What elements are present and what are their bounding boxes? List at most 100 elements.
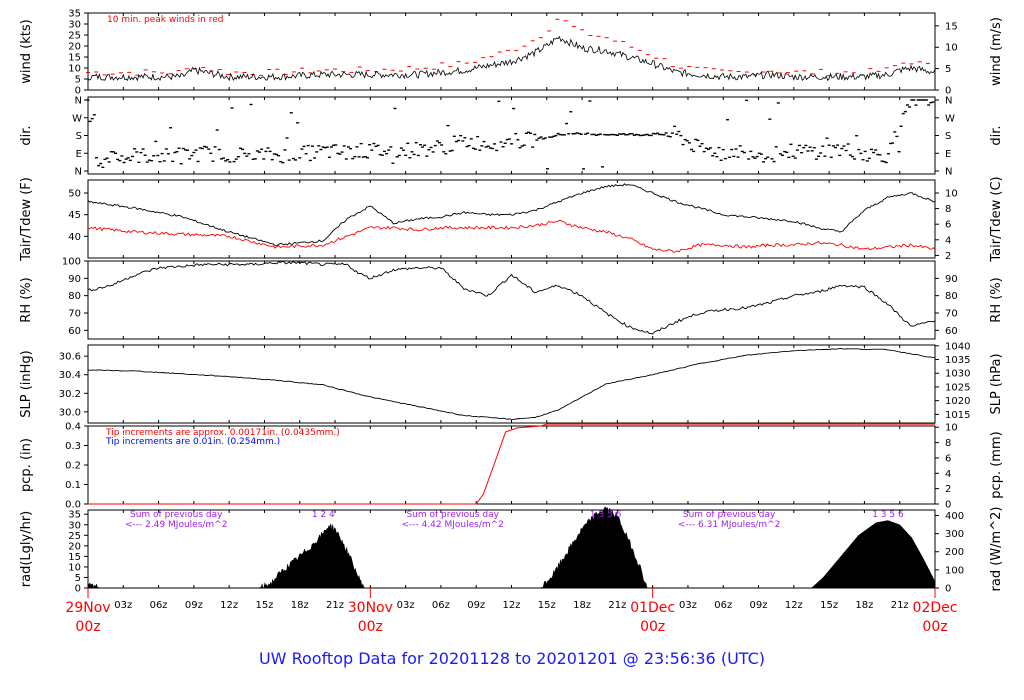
x-major-date-label: 29Nov xyxy=(65,600,110,616)
rad-right-tick-label: 200 xyxy=(945,547,964,558)
dir-left-tick-label: E xyxy=(76,149,82,160)
x-tick-label: 15z xyxy=(255,600,273,611)
x-tick-label: 21z xyxy=(891,600,909,611)
dir-left-tick-label: N xyxy=(75,96,82,107)
x-tick-label: 18z xyxy=(291,600,309,611)
dir-ylabel-right: dir. xyxy=(989,125,1004,145)
dir-right-tick-label: N xyxy=(945,96,952,107)
rad-left-tick-label: 0 xyxy=(75,584,81,595)
slp-right-tick-label: 1015 xyxy=(945,410,970,421)
wind-series-line xyxy=(87,35,936,82)
x-major-date-label: 30Nov xyxy=(348,600,393,616)
temp-right-tick-label: 6 xyxy=(945,220,951,231)
wind-right-tick-label: 0 xyxy=(945,86,951,97)
dir-right-tick-label: S xyxy=(945,131,951,142)
dir-left-tick-label: N xyxy=(75,167,82,178)
slp-right-tick-label: 1025 xyxy=(945,382,970,393)
x-tick-label: 18z xyxy=(573,600,591,611)
wind-right-tick-label: 15 xyxy=(945,21,958,32)
temp-right-tick-label: 2 xyxy=(945,251,951,262)
pcp-note-blue: Tip increments are 0.01in. (0.254mm.) xyxy=(105,437,280,447)
tair-series-line xyxy=(87,183,936,247)
temp-left-tick-label: 45 xyxy=(68,210,81,221)
rad-left-tick-label: 15 xyxy=(68,552,81,563)
rad-left-tick-label: 30 xyxy=(68,520,81,531)
temp-right-tick-label: 8 xyxy=(945,204,951,215)
x-tick-label: 09z xyxy=(750,600,768,611)
pcp-ylabel-right: pcp. (mm) xyxy=(989,431,1004,498)
wind-right-tick-label: 10 xyxy=(945,43,958,54)
rh-left-tick-label: 80 xyxy=(68,291,81,302)
wind-left-tick-label: 15 xyxy=(68,53,81,64)
rad-summary-line1: Sum of previous day xyxy=(130,510,223,520)
pcp-note-red: Tip increments are approx. 0.00171in. (0… xyxy=(105,428,340,438)
rad-right-tick-label: 0 xyxy=(945,584,951,595)
wind-left-tick-label: 5 xyxy=(75,75,81,86)
rad-left-tick-label: 5 xyxy=(75,573,81,584)
wind-left-tick-label: 10 xyxy=(68,64,81,75)
rad-left-tick-label: 35 xyxy=(68,510,81,521)
rh-left-tick-label: 60 xyxy=(68,326,81,337)
slp-right-tick-label: 1035 xyxy=(945,355,970,366)
x-tick-label: 03z xyxy=(397,600,415,611)
slp-ylabel-right: SLP (hPa) xyxy=(989,353,1004,414)
pcp-right-tick-label: 8 xyxy=(945,438,951,449)
x-tick-label: 03z xyxy=(114,600,132,611)
x-tick-label: 12z xyxy=(220,600,238,611)
x-tick-label: 06z xyxy=(432,600,450,611)
rad-summary-line2: <--- 6.31 MJoules/m^2 xyxy=(678,520,780,530)
pcp-left-tick-label: 0.2 xyxy=(65,461,81,472)
dir-ylabel-left: dir. xyxy=(19,125,34,145)
rad-summary-line2: <--- 4.42 MJoules/m^2 xyxy=(401,520,503,530)
x-tick-label: 03z xyxy=(679,600,697,611)
temp-right-tick-label: 4 xyxy=(945,235,951,246)
pcp-left-tick-label: 0.3 xyxy=(65,441,81,452)
slp-left-tick-label: 30.4 xyxy=(59,370,81,381)
wind-left-tick-label: 35 xyxy=(68,9,81,20)
rh-right-tick-label: 70 xyxy=(945,309,958,320)
pcp-right-tick-label: 10 xyxy=(945,423,958,434)
slp-ylabel-left: SLP (inHg) xyxy=(19,350,34,418)
x-tick-label: 21z xyxy=(326,600,344,611)
pcp-right-tick-label: 2 xyxy=(945,484,951,495)
slp-right-tick-label: 1040 xyxy=(945,341,970,352)
slp-left-tick-label: 30.2 xyxy=(59,389,81,400)
slp-right-tick-label: 1030 xyxy=(945,369,970,380)
wind-left-tick-label: 30 xyxy=(68,20,81,31)
wind-ylabel-right: wind (m/s) xyxy=(989,17,1004,86)
rad-hour-marks: 1 3 5 6 xyxy=(872,510,904,520)
x-tick-label: 09z xyxy=(185,600,203,611)
rad-left-tick-label: 20 xyxy=(68,541,81,552)
pcp-left-tick-label: 0.0 xyxy=(65,500,81,511)
wind-ylabel-left: wind (kts) xyxy=(19,19,34,83)
pcp-left-tick-label: 0.4 xyxy=(65,422,81,433)
rad-right-tick-label: 100 xyxy=(945,565,964,576)
wind-left-tick-label: 20 xyxy=(68,42,81,53)
dir-right-tick-label: E xyxy=(945,149,951,160)
wind-right-tick-label: 5 xyxy=(945,64,951,75)
rad-summary-line1: Sum of previous day xyxy=(406,510,499,520)
temp-ylabel-left: Tair/Tdew (F) xyxy=(19,177,34,262)
tdew-series-line xyxy=(87,219,936,254)
rh-series-line xyxy=(87,261,936,335)
x-major-time-label: 00z xyxy=(75,619,100,635)
rad-hour-marks: 1 3 5 6 xyxy=(590,510,622,520)
rad-left-tick-label: 10 xyxy=(68,562,81,573)
temp-right-tick-label: 10 xyxy=(945,189,958,200)
temp-panel-frame xyxy=(87,179,936,259)
pcp-ylabel-left: pcp. (in) xyxy=(19,438,34,492)
pcp-right-tick-label: 4 xyxy=(945,469,951,480)
rh-right-tick-label: 60 xyxy=(945,326,958,337)
rh-right-tick-label: 90 xyxy=(945,274,958,285)
rad-ylabel-right: rad (W/m^2) xyxy=(989,507,1004,592)
dir-right-tick-label: W xyxy=(945,113,955,124)
rh-left-tick-label: 90 xyxy=(68,274,81,285)
rh-panel-frame xyxy=(87,260,936,340)
rad-left-tick-label: 25 xyxy=(68,531,81,542)
slp-series-line xyxy=(87,347,936,420)
slp-left-tick-label: 30.0 xyxy=(59,407,81,418)
rh-ylabel-right: RH (%) xyxy=(989,277,1004,322)
rad-area xyxy=(87,506,936,589)
wind-left-tick-label: 25 xyxy=(68,31,81,42)
rh-left-tick-label: 100 xyxy=(62,257,81,268)
